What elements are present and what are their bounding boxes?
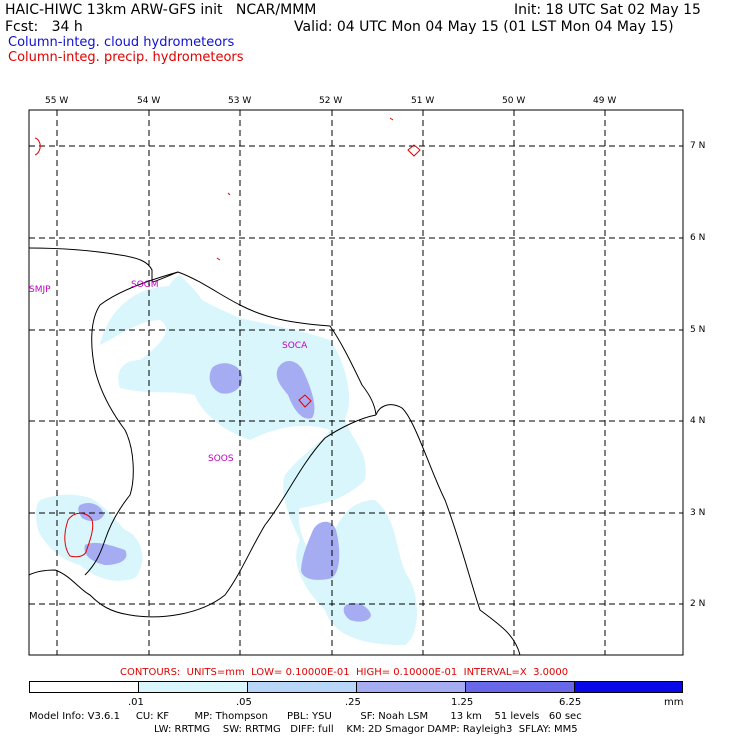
lat-label-5n: 5 N <box>690 325 706 335</box>
lon-label-50w: 50 W <box>502 96 526 106</box>
field-precip-label: Column-integ. precip. hydrometeors <box>8 50 244 65</box>
station-label-soca: SOCA <box>282 341 308 351</box>
valid-time: Valid: 04 UTC Mon 04 May 15 (01 LST Mon … <box>294 19 674 35</box>
lon-label-54w: 54 W <box>137 96 161 106</box>
colorbar-units: mm <box>664 697 684 708</box>
colorbar-tick-5: 6.25 <box>559 697 582 708</box>
colorbar-segment-6 <box>574 681 683 693</box>
init-time: Init: 18 UTC Sat 02 May 15 <box>514 2 701 18</box>
colorbar-segment-4 <box>356 681 465 693</box>
forecast-hour: Fcst: 34 h <box>5 19 83 35</box>
contour-info: CONTOURS: UNITS=mm LOW= 0.10000E-01 HIGH… <box>120 667 569 678</box>
colorbar-segment-5 <box>465 681 574 693</box>
field-cloud-label: Column-integ. cloud hydrometeors <box>8 35 235 50</box>
colorbar-tick-2: .05 <box>236 697 252 708</box>
lon-label-52w: 52 W <box>319 96 343 106</box>
lat-label-4n: 4 N <box>690 416 706 426</box>
lat-label-6n: 6 N <box>690 233 706 243</box>
lon-label-51w: 51 W <box>411 96 435 106</box>
lat-label-7n: 7 N <box>690 141 706 151</box>
model-info-line2: LW: RRTMG SW: RRTMG DIFF: full KM: 2D Sm… <box>154 724 578 735</box>
colorbar-segment-3 <box>247 681 356 693</box>
lat-lon-grid <box>29 110 683 655</box>
map-frame <box>28 109 684 656</box>
colorbar-tick-3: .25 <box>345 697 361 708</box>
station-label-smjp: SMJP <box>29 285 51 295</box>
lon-label-49w: 49 W <box>593 96 617 106</box>
colorbar-tick-1: .01 <box>128 697 144 708</box>
colorbar-segment-2 <box>138 681 247 693</box>
station-label-sogm: SOGM <box>131 280 159 290</box>
colorbar-tick-4: 1.25 <box>451 697 474 708</box>
colorbar-segment-1 <box>29 681 138 693</box>
cloud-hydrometeor-fill-mid <box>78 360 371 622</box>
lon-label-55w: 55 W <box>45 96 69 106</box>
model-info-line1: Model Info: V3.6.1 CU: KF MP: Thompson P… <box>29 711 582 722</box>
lat-label-3n: 3 N <box>690 508 706 518</box>
model-title: HAIC-HIWC 13km ARW-GFS init NCAR/MMM <box>5 2 317 18</box>
precip-hydrometeor-contours <box>34 117 421 558</box>
lon-label-53w: 53 W <box>228 96 252 106</box>
lat-label-2n: 2 N <box>690 599 706 609</box>
station-label-soos: SOOS <box>208 454 234 464</box>
coastline <box>28 247 521 656</box>
